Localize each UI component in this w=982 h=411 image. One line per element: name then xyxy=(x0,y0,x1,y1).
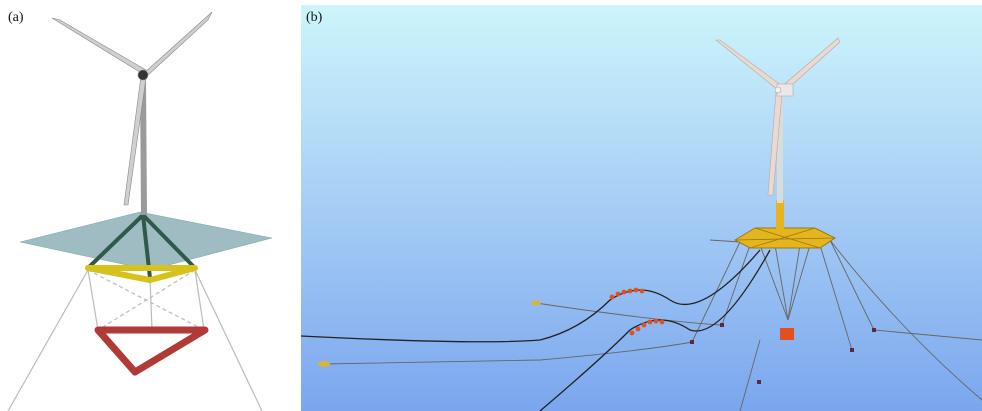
platform-struts xyxy=(734,227,836,249)
panel-a-background xyxy=(0,0,295,411)
transition-piece xyxy=(776,200,784,232)
rotor xyxy=(715,37,841,196)
panel-label: (a) xyxy=(8,10,24,25)
tower xyxy=(140,79,147,216)
platform-frame xyxy=(85,265,198,283)
mooring-lines xyxy=(323,239,982,411)
panel-a: (a) xyxy=(0,0,295,411)
rotor xyxy=(51,11,213,206)
counterweight xyxy=(780,328,794,340)
panel-b-background xyxy=(301,5,982,411)
power-cables xyxy=(300,249,771,411)
panel-b: (b) xyxy=(300,5,982,411)
mooring-lines xyxy=(7,269,263,411)
buoyancy-modules xyxy=(609,287,665,336)
tower xyxy=(777,95,783,203)
panel-label: (b) xyxy=(306,10,323,25)
anchors xyxy=(690,323,876,384)
ballast-frame xyxy=(94,326,209,376)
surface-buoys xyxy=(318,300,541,367)
